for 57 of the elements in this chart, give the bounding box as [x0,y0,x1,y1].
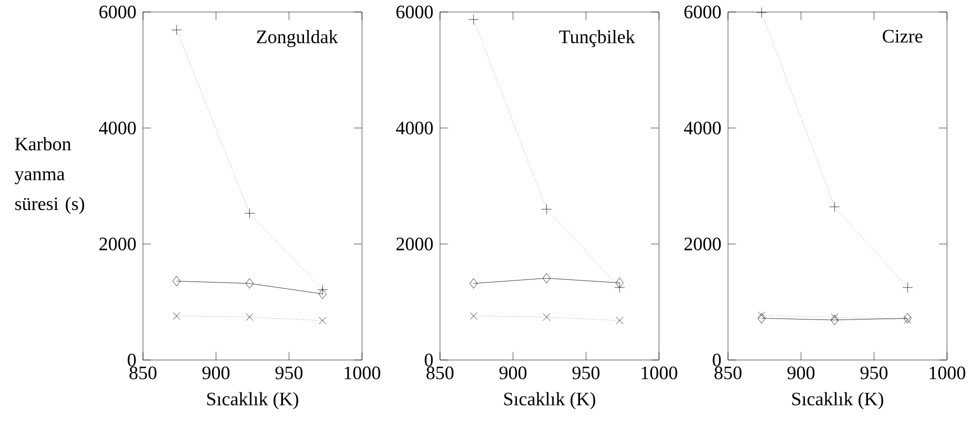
y-tick-label: 4000 [396,122,433,134]
x-tick-label: 1000 [344,366,380,380]
y-axis-title: Karbon yanma süresi (s) [14,137,84,214]
y-tick-label: 4000 [99,122,136,134]
point [616,278,624,288]
point [172,312,180,320]
point [318,316,326,324]
point [541,204,552,214]
point [616,316,624,324]
point [470,312,478,320]
point [244,208,255,218]
point [246,313,254,321]
point [470,278,478,289]
x-tick-label: 850 [714,366,742,380]
y-tick-label: 2000 [684,238,721,250]
x-tick-label: 900 [787,366,814,380]
x-axis-title: Sıcaklık (K) [207,392,298,410]
y-tick-label: 0 [424,354,433,366]
point [904,313,912,324]
x-tick-label: 1000 [930,366,966,380]
x-tick-label: 950 [860,366,888,380]
text: Cizre [882,30,922,43]
point [468,14,479,25]
x-axis-title: Sıcaklık (K) [792,392,884,410]
point [758,312,766,320]
point [542,273,551,284]
point [172,276,181,286]
point [756,7,767,18]
y-tick-label: 6000 [396,6,433,18]
point [902,282,913,293]
text: Tunçbilek [559,30,636,48]
y-tick-label: 6000 [684,6,721,18]
point [318,288,327,300]
point [830,313,838,321]
x-tick-label: 1000 [642,366,678,380]
x-tick-label: 900 [499,366,526,380]
x-axis-title: Sıcaklık (K) [504,392,596,410]
y-tick-label: 2000 [99,238,136,250]
y-tick-label: 0 [128,354,136,366]
point [246,278,254,289]
x-tick-label: 850 [130,366,156,380]
x-tick-label: 950 [275,366,302,380]
point [904,316,912,324]
y-tick-label: 6000 [99,6,136,18]
y-tick-label: 2000 [396,238,433,250]
y-tick-label: 0 [712,354,721,366]
x-tick-label: 950 [572,366,600,380]
text: Zonguldak [256,30,338,48]
x-tick-label: 900 [202,366,230,380]
point [758,313,766,324]
y-tick-label: 4000 [684,122,721,134]
point [829,202,840,212]
point [542,313,550,321]
x-tick-label: 850 [426,366,454,380]
point [830,314,839,326]
point [171,24,182,36]
point [614,282,625,293]
